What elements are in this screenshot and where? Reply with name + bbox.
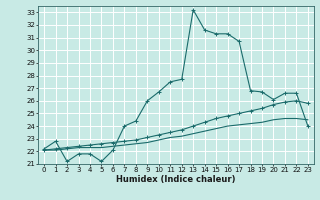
X-axis label: Humidex (Indice chaleur): Humidex (Indice chaleur) bbox=[116, 175, 236, 184]
